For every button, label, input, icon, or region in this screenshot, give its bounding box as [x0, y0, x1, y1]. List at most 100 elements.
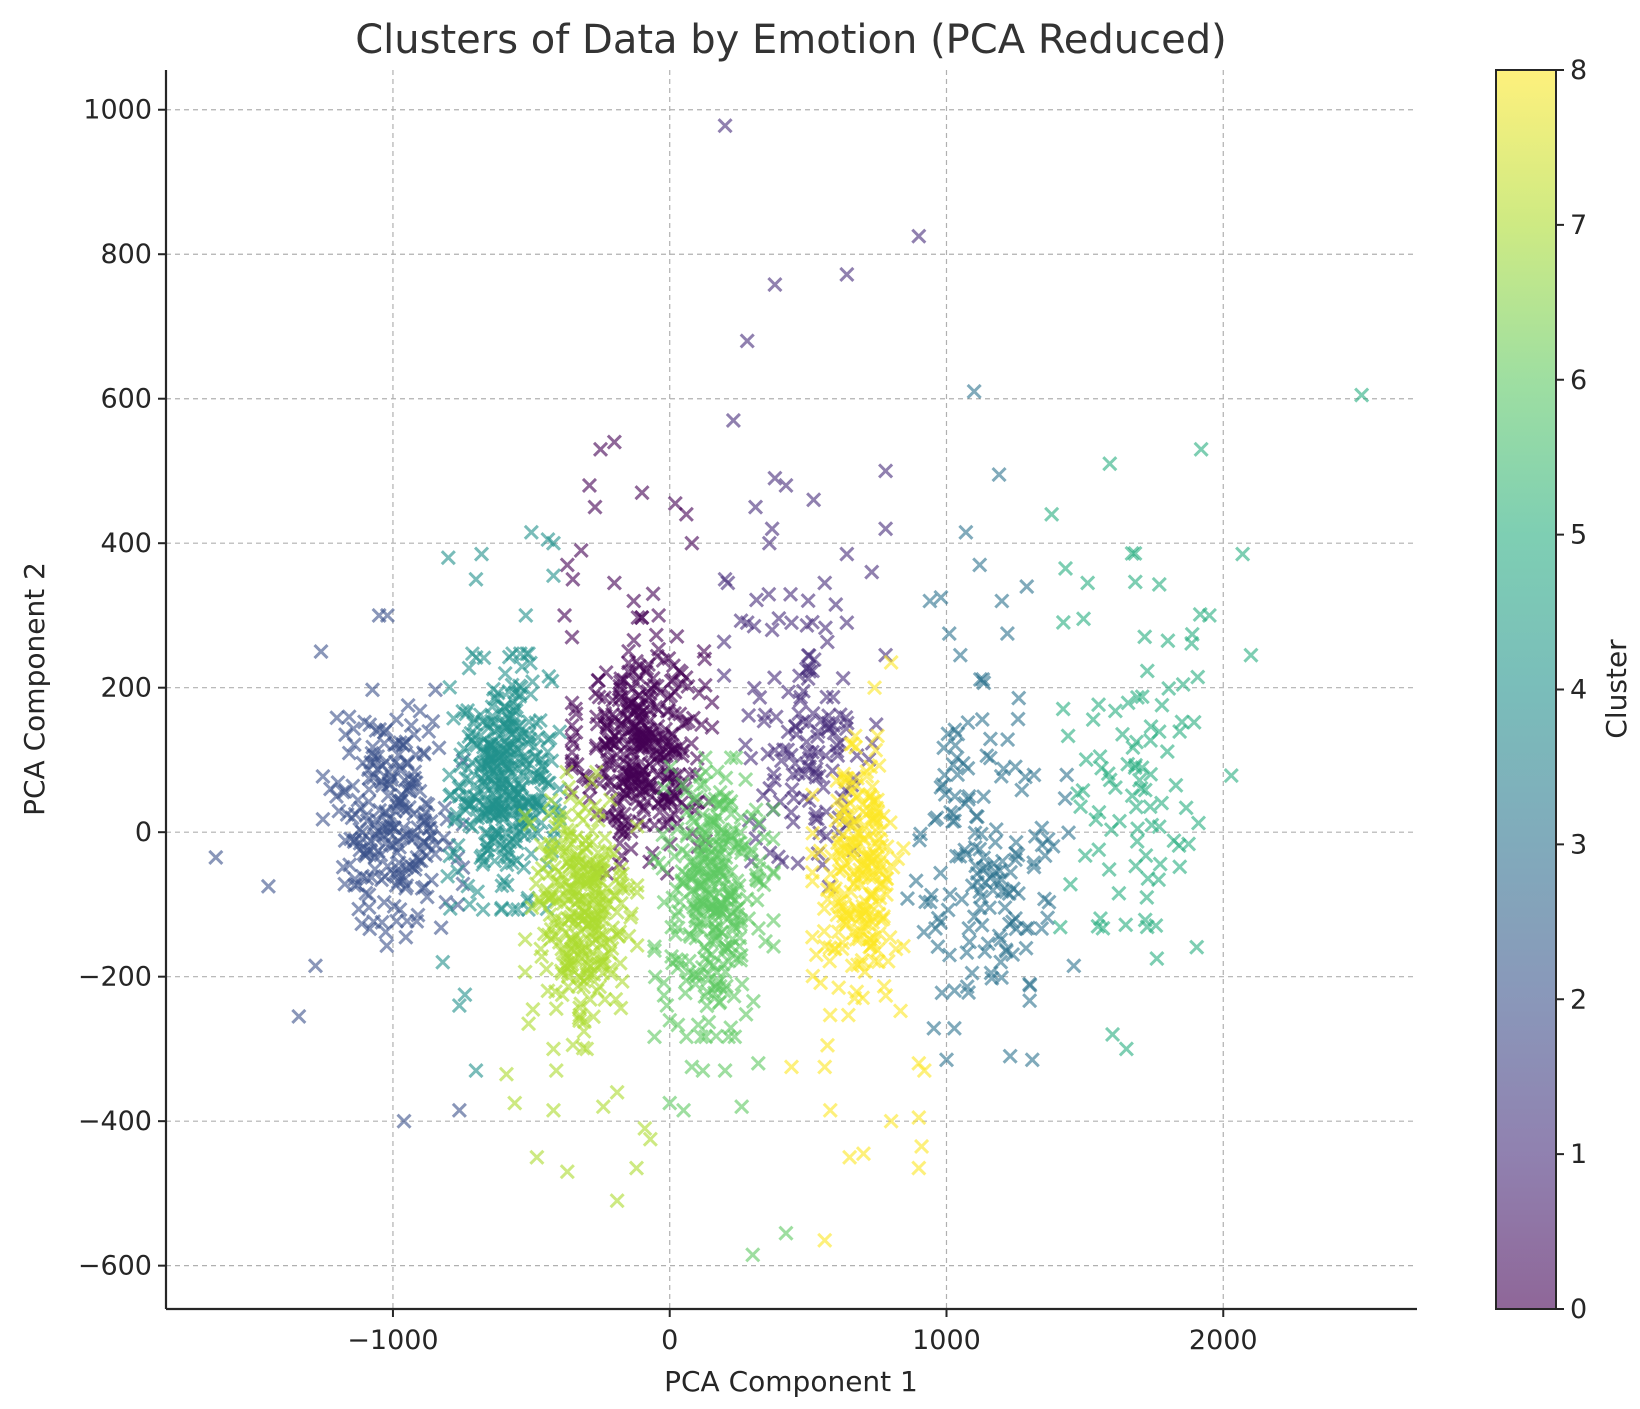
point-cluster-0: [672, 738, 688, 755]
point-cluster-3: [946, 1020, 962, 1036]
point-cluster-4: [552, 724, 568, 740]
point-cluster-7: [609, 1193, 625, 1209]
point-cluster-3: [947, 788, 963, 804]
point-cluster-3: [975, 789, 992, 805]
point-cluster-3: [1066, 958, 1082, 974]
point-cluster-0: [573, 542, 589, 558]
point-cluster-2: [407, 770, 423, 786]
y-tick-label: 1000: [83, 95, 152, 126]
point-cluster-2: [362, 921, 378, 937]
point-cluster-3: [959, 979, 975, 995]
point-cluster-5: [1152, 856, 1168, 872]
point-cluster-3: [947, 737, 963, 754]
point-cluster-3: [967, 825, 983, 841]
point-cluster-6: [695, 1063, 711, 1079]
point-cluster-2: [307, 958, 324, 974]
point-cluster-4: [523, 524, 539, 540]
point-cluster-5: [1190, 815, 1207, 831]
point-cluster-5: [1060, 728, 1076, 744]
point-cluster-5: [1151, 872, 1167, 888]
point-cluster-2: [451, 1102, 467, 1118]
point-cluster-7: [565, 1037, 581, 1053]
point-cluster-6: [675, 1102, 692, 1118]
point-cluster-1: [739, 615, 755, 631]
colorbar-tick-label: 3: [1570, 829, 1587, 860]
y-tick-label: 800: [100, 239, 152, 270]
point-cluster-0: [607, 809, 623, 825]
point-cluster-5: [1057, 560, 1074, 577]
point-cluster-3: [958, 524, 974, 540]
y-tick-label: 600: [100, 384, 152, 415]
point-cluster-8: [822, 1102, 838, 1118]
point-cluster-2: [393, 763, 409, 779]
point-cluster-2: [399, 860, 415, 876]
point-cluster-0: [568, 724, 584, 740]
point-cluster-3: [1026, 855, 1042, 871]
point-cluster-3: [938, 1052, 955, 1068]
point-cluster-7: [629, 937, 645, 954]
point-cluster-4: [494, 878, 510, 894]
point-cluster-3: [1022, 976, 1038, 992]
point-cluster-6: [738, 772, 754, 788]
point-cluster-1: [864, 564, 880, 580]
point-cluster-3: [989, 872, 1005, 888]
point-cluster-0: [556, 607, 573, 624]
point-cluster-2: [347, 832, 363, 848]
point-cluster-3: [1024, 1052, 1040, 1068]
y-tick-label: −200: [78, 962, 152, 993]
point-cluster-7: [561, 779, 577, 795]
point-cluster-1: [798, 661, 814, 677]
point-cluster-5: [1080, 575, 1096, 591]
point-cluster-1: [767, 277, 783, 293]
point-cluster-5: [1078, 752, 1094, 768]
point-cluster-7: [521, 1016, 537, 1032]
point-cluster-3: [947, 722, 963, 738]
point-cluster-2: [371, 607, 387, 624]
point-cluster-5: [1102, 456, 1118, 472]
point-cluster-2: [433, 920, 449, 936]
point-cluster-3: [999, 625, 1015, 642]
point-cluster-2: [412, 703, 428, 719]
point-cluster-0: [683, 735, 700, 751]
point-cluster-7: [530, 865, 546, 881]
point-cluster-5: [1201, 607, 1217, 624]
point-cluster-6: [765, 801, 782, 817]
point-cluster-4: [528, 715, 544, 731]
point-cluster-3: [1057, 790, 1073, 807]
point-cluster-4: [450, 864, 466, 880]
x-tick-label: −1000: [347, 1325, 438, 1356]
point-cluster-3: [1000, 731, 1016, 748]
point-cluster-6: [690, 1017, 706, 1033]
point-cluster-4: [442, 900, 458, 917]
point-cluster-7: [548, 1001, 564, 1017]
point-cluster-5: [1174, 714, 1190, 730]
point-cluster-8: [817, 1232, 833, 1248]
point-cluster-3: [982, 750, 998, 766]
point-cluster-3: [927, 812, 943, 828]
point-cluster-8: [911, 1160, 927, 1176]
point-cluster-1: [818, 828, 834, 844]
point-cluster-0: [649, 648, 665, 664]
point-cluster-7: [498, 1066, 514, 1082]
point-cluster-2: [422, 820, 438, 836]
point-cluster-2: [370, 748, 386, 765]
point-cluster-4: [544, 673, 560, 689]
point-cluster-5: [1127, 574, 1143, 590]
point-cluster-0: [564, 731, 580, 748]
point-cluster-5: [1125, 739, 1141, 756]
point-cluster-1: [766, 670, 783, 686]
point-cluster-5: [1142, 799, 1158, 815]
point-cluster-3: [967, 839, 983, 855]
point-cluster-5: [1118, 1041, 1134, 1057]
point-cluster-2: [335, 784, 351, 800]
point-cluster-1: [824, 763, 841, 779]
point-cluster-2: [425, 713, 441, 730]
point-cluster-6: [738, 1006, 754, 1022]
point-cluster-5: [1092, 749, 1108, 765]
point-cluster-2: [373, 847, 389, 863]
point-cluster-3: [972, 900, 988, 916]
point-cluster-0: [678, 506, 694, 522]
colorbar-tick-label: 1: [1570, 1139, 1587, 1170]
point-cluster-3: [922, 593, 938, 609]
point-cluster-0: [634, 609, 650, 626]
